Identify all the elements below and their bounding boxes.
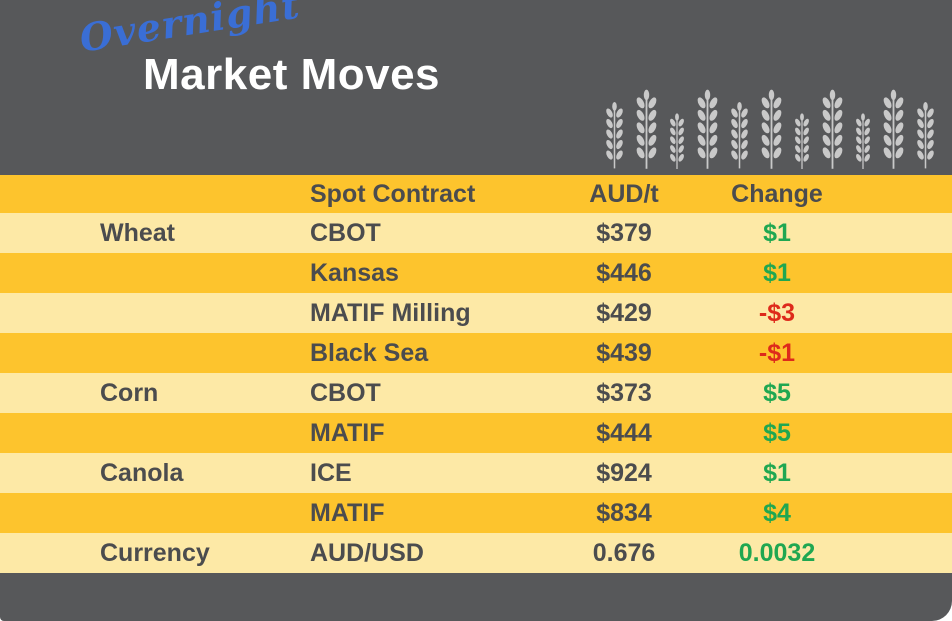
contract-cell: Kansas: [310, 258, 399, 287]
table-row: Kansas $446 $1: [0, 253, 952, 293]
contract-cell: CBOT: [310, 218, 381, 247]
change-cell: 0.0032: [738, 538, 816, 567]
table-row: Currency AUD/USD 0.676 0.0032: [0, 533, 952, 573]
wheat-ear-icon: [915, 101, 936, 169]
table-header-row: Spot Contract AUD/t Change: [0, 175, 952, 213]
table-row: Canola ICE $924 $1: [0, 453, 952, 493]
category-cell: Canola: [100, 458, 184, 487]
category-cell: Wheat: [100, 218, 175, 247]
change-cell: $1: [763, 258, 791, 287]
header-banner: Market Moves Overnight: [0, 0, 952, 175]
market-table: Spot Contract AUD/t Change Wheat CBOT $3…: [0, 175, 952, 573]
table-row: MATIF $834 $4: [0, 493, 952, 533]
header-aud-t: AUD/t: [589, 179, 659, 208]
contract-cell: MATIF: [310, 418, 385, 447]
price-cell: 0.676: [592, 538, 656, 567]
wheat-ear-icon: [604, 101, 625, 169]
wheat-ear-icon: [634, 89, 659, 169]
change-cell: $1: [763, 218, 791, 247]
price-cell: $379: [596, 218, 652, 247]
price-cell: $439: [596, 338, 652, 367]
category-cell: Corn: [100, 378, 159, 407]
wheat-ear-icon: [881, 89, 906, 169]
wheat-icons-row: [604, 89, 936, 169]
contract-cell: MATIF Milling: [310, 298, 471, 327]
wheat-ear-icon: [854, 113, 872, 169]
price-cell: $444: [596, 418, 652, 447]
change-cell: -$3: [758, 298, 796, 327]
wheat-ear-icon: [729, 101, 750, 169]
header-spot-contract: Spot Contract: [310, 179, 476, 208]
table-row: MATIF $444 $5: [0, 413, 952, 453]
table-row: Corn CBOT $373 $5: [0, 373, 952, 413]
price-cell: $429: [596, 298, 652, 327]
wheat-ear-icon: [793, 113, 811, 169]
header-change: Change: [731, 179, 823, 208]
contract-cell: AUD/USD: [310, 538, 424, 567]
contract-cell: ICE: [310, 458, 352, 487]
footer-band: [0, 573, 952, 621]
contract-cell: CBOT: [310, 378, 381, 407]
page-title: Market Moves: [143, 50, 441, 99]
change-cell: $1: [763, 458, 791, 487]
table-row: Black Sea $439 -$1: [0, 333, 952, 373]
price-cell: $834: [596, 498, 652, 527]
wheat-ear-icon: [820, 89, 845, 169]
change-cell: $5: [763, 418, 791, 447]
table-row: Wheat CBOT $379 $1: [0, 213, 952, 253]
price-cell: $924: [596, 458, 652, 487]
table-row: MATIF Milling $429 -$3: [0, 293, 952, 333]
price-cell: $446: [596, 258, 652, 287]
contract-cell: MATIF: [310, 498, 385, 527]
category-cell: Currency: [100, 538, 210, 567]
wheat-ear-icon: [668, 113, 686, 169]
wheat-ear-icon: [759, 89, 784, 169]
change-cell: $4: [763, 498, 791, 527]
contract-cell: Black Sea: [310, 338, 429, 367]
wheat-ear-icon: [695, 89, 720, 169]
price-cell: $373: [596, 378, 652, 407]
change-cell: -$1: [758, 338, 796, 367]
change-cell: $5: [763, 378, 791, 407]
